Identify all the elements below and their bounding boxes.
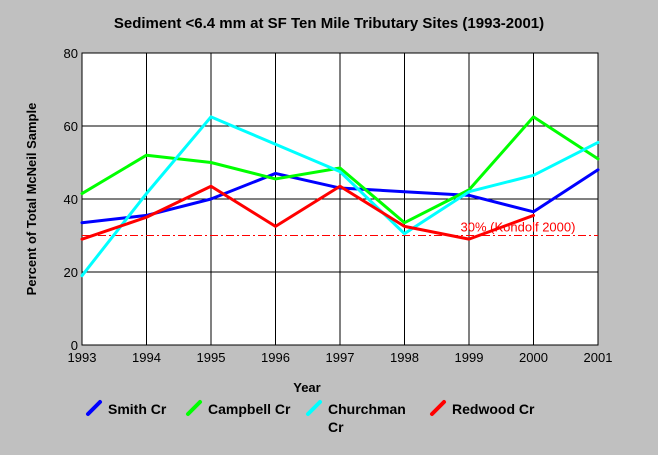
legend-label: Redwood Cr — [452, 401, 535, 417]
legend-swatch — [306, 400, 322, 416]
legend-label: Campbell Cr — [208, 401, 291, 417]
series-group — [80, 115, 600, 278]
x-tick-label: 1999 — [455, 350, 484, 365]
x-axis-label: Year — [293, 380, 320, 395]
y-tick-label: 60 — [64, 119, 78, 134]
y-tick-label: 80 — [64, 46, 78, 61]
legend-swatch — [430, 400, 446, 416]
series-line-smith-cr — [80, 168, 600, 225]
x-tick-label: 2001 — [584, 350, 613, 365]
series-line-redwood-cr — [80, 184, 535, 241]
x-tick-label: 1993 — [68, 350, 97, 365]
x-tick-label: 1994 — [132, 350, 161, 365]
x-tick-label: 1996 — [261, 350, 290, 365]
y-tick-label: 20 — [64, 265, 78, 280]
x-tick-label: 2000 — [519, 350, 548, 365]
chart-title: Sediment <6.4 mm at SF Ten Mile Tributar… — [114, 15, 544, 32]
legend: Smith Cr Campbell Cr Churchman Cr Redwood Cr — [86, 400, 535, 435]
legend-label: Churchman Cr — [328, 401, 406, 435]
legend-swatch — [86, 400, 102, 416]
x-tick-label: 1997 — [326, 350, 355, 365]
y-tick-label: 0 — [71, 338, 78, 353]
y-tick-label: 40 — [64, 192, 78, 207]
x-tick-label: 1995 — [197, 350, 226, 365]
x-axis-ticks: 1993 1994 1995 1996 1997 1998 1999 2000 2001 — [68, 350, 613, 365]
y-axis-ticks: 0 20 40 60 80 — [64, 46, 78, 353]
y-axis-label: Percent of Total McNeil Sample — [24, 103, 39, 296]
legend-label: Smith Cr — [108, 401, 167, 417]
series-line-churchman-cr — [80, 115, 600, 278]
x-tick-label: 1998 — [390, 350, 419, 365]
series-line-campbell-cr — [80, 115, 600, 225]
legend-swatch — [186, 400, 202, 416]
grid-lines — [82, 53, 598, 345]
